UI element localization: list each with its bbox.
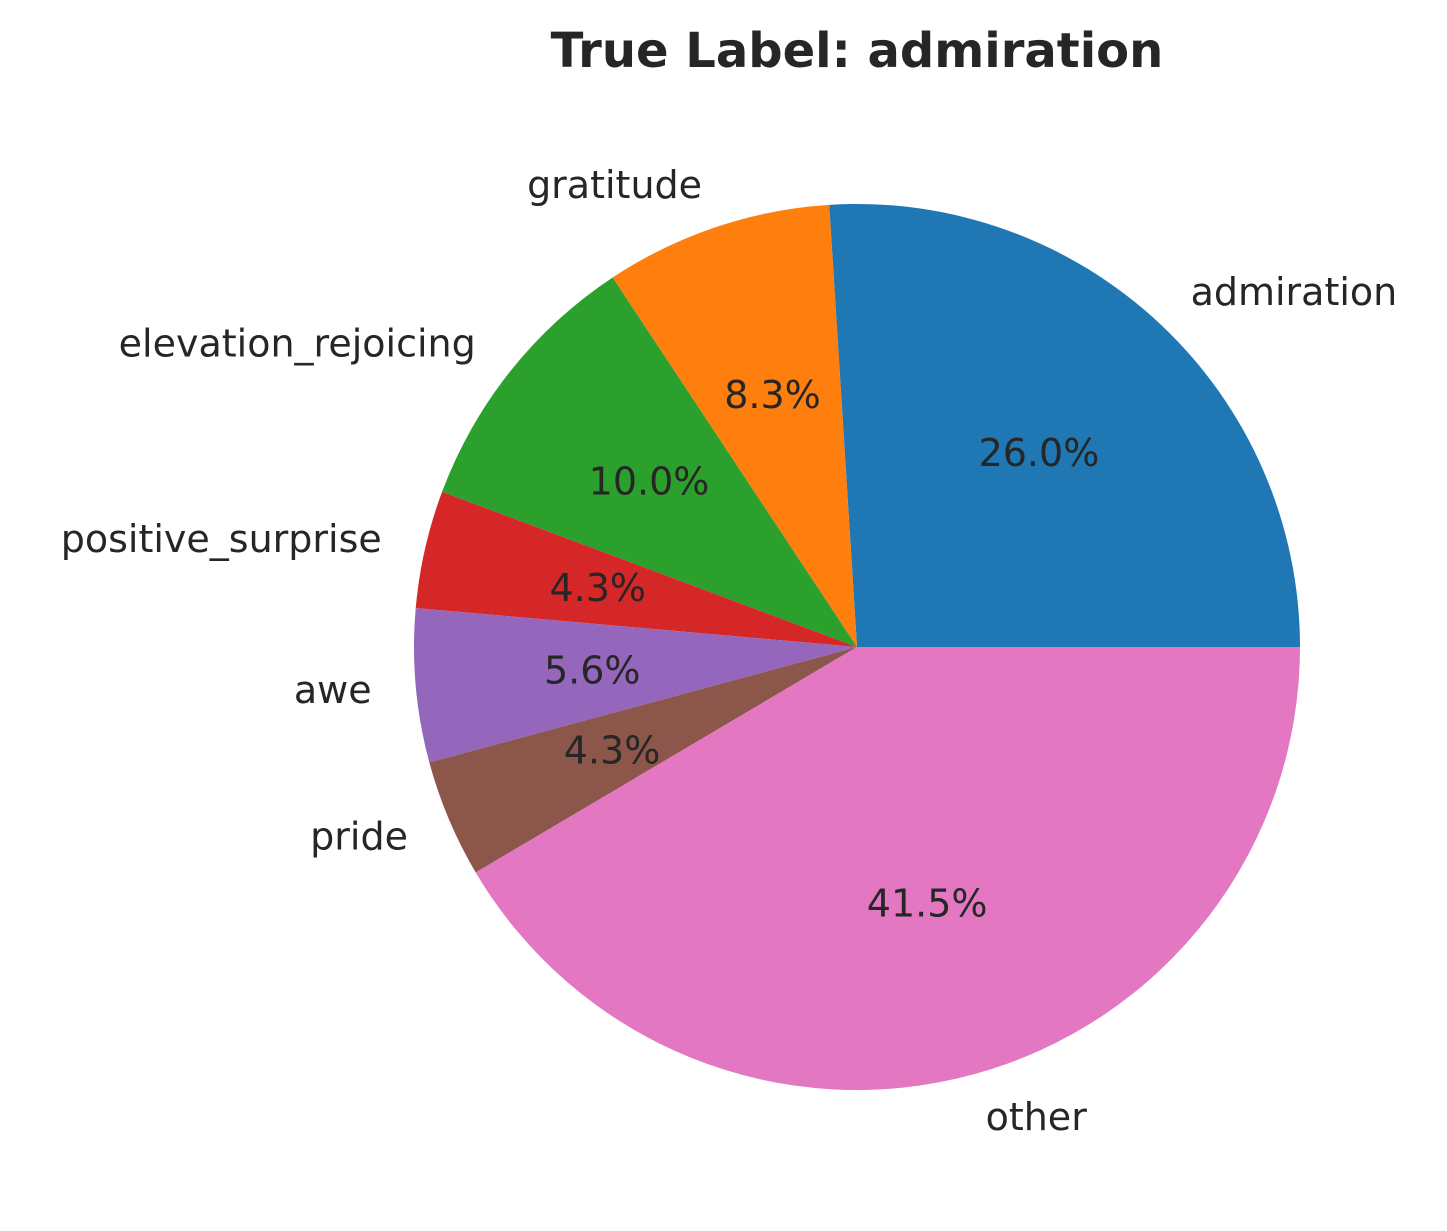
slice-label-positive-surprise: positive_surprise [61, 517, 382, 561]
pct-label-positive-surprise: 4.3% [550, 566, 647, 610]
pct-label-elevation-rejoicing: 10.0% [589, 459, 710, 503]
pct-label-admiration: 26.0% [979, 431, 1100, 475]
slice-label-gratitude: gratitude [527, 163, 702, 207]
slice-label-other: other [986, 1095, 1088, 1139]
slice-label-elevation-rejoicing: elevation_rejoicing [119, 322, 476, 366]
pie-slice-pride [429, 647, 857, 873]
pie-slice-gratitude [612, 204, 857, 648]
pie-slice-positive-surprise [415, 491, 857, 647]
slice-label-admiration: admiration [1191, 270, 1398, 314]
pie-slices [413, 204, 1300, 1090]
slice-label-pride: pride [310, 814, 408, 858]
pie-slice-other [475, 647, 1300, 1090]
pie-slice-awe [413, 608, 857, 763]
pct-label-other: 41.5% [867, 881, 988, 925]
pct-label-pride: 4.3% [564, 728, 661, 772]
pie-labels: admiration 26.0% gratitude 8.3% elevation_re… [61, 163, 1398, 1139]
pct-label-awe: 5.6% [544, 648, 641, 692]
slice-label-awe: awe [294, 668, 372, 712]
chart-title: True Label: admiration [551, 23, 1164, 79]
pct-label-gratitude: 8.3% [724, 373, 821, 417]
pie-slice-admiration [829, 204, 1300, 647]
pie-slice-elevation-rejoicing [442, 277, 857, 647]
